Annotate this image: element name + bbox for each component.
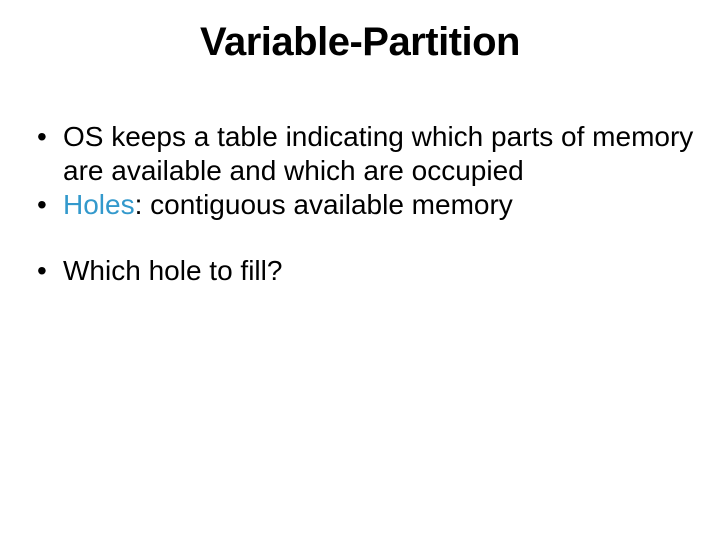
bullet-list: OS keeps a table indicating which parts …	[35, 120, 700, 222]
spacer	[35, 222, 700, 254]
bullet-item: Holes: contiguous available memory	[35, 188, 700, 222]
bullet-item: Which hole to fill?	[35, 254, 700, 288]
bullet-text: : contiguous available memory	[135, 189, 513, 220]
bullet-highlight: Holes	[63, 189, 135, 220]
slide: Variable-Partition OS keeps a table indi…	[0, 0, 720, 540]
bullet-list: Which hole to fill?	[35, 254, 700, 288]
bullet-text: Which hole to fill?	[63, 255, 282, 286]
bullet-text: OS keeps a table indicating which parts …	[63, 121, 693, 186]
bullet-item: OS keeps a table indicating which parts …	[35, 120, 700, 188]
slide-title: Variable-Partition	[0, 20, 720, 65]
slide-body: OS keeps a table indicating which parts …	[35, 120, 700, 289]
